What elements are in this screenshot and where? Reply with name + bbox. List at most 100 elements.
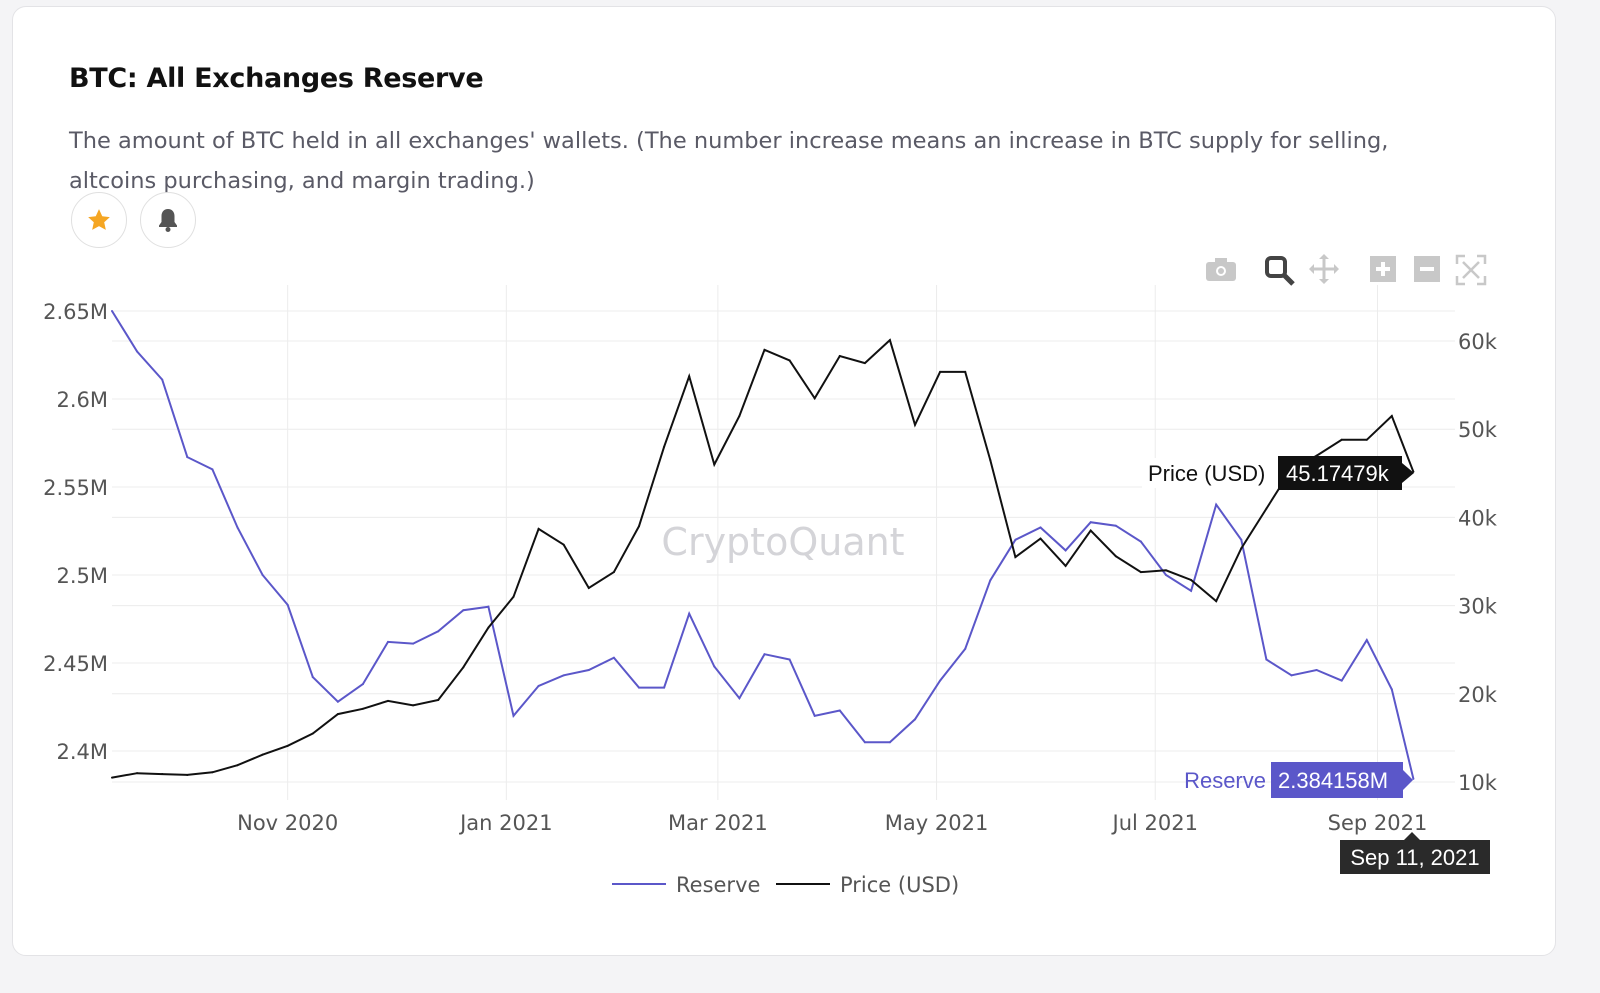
reserve-point (788, 658, 791, 661)
reserve-point (161, 378, 164, 381)
price-point (939, 370, 942, 373)
reserve-point (1190, 589, 1193, 592)
price-point (688, 375, 691, 378)
reserve-point (412, 642, 415, 645)
grid (112, 285, 1455, 800)
price-point (437, 698, 440, 701)
y-left-tick-label: 2.4M (56, 740, 108, 764)
date-hover-value: Sep 11, 2021 (1350, 845, 1479, 870)
y-right-tick-label: 20k (1458, 683, 1498, 707)
reserve-point (136, 350, 139, 353)
reserve-point (1114, 524, 1117, 527)
camera-icon[interactable] (1206, 258, 1236, 281)
zoom-icon[interactable] (1265, 256, 1295, 286)
price-point (562, 543, 565, 546)
price-hover-name: Price (USD) (1148, 461, 1265, 486)
reserve-point (1315, 669, 1318, 672)
y-left-tick-label: 2.55M (43, 476, 108, 500)
reserve-point (387, 640, 390, 643)
reserve-point (637, 686, 640, 689)
price-point (989, 459, 992, 462)
price-point (612, 571, 615, 574)
y-right-tick-label: 50k (1458, 418, 1498, 442)
x-tick-label: Jul 2021 (1111, 811, 1198, 835)
price-point (1190, 579, 1193, 582)
reserve-point (562, 674, 565, 677)
price-point (1014, 556, 1017, 559)
price-point (1089, 529, 1092, 532)
price-point (412, 704, 415, 707)
price-point (462, 666, 465, 669)
reserve-point (1365, 639, 1368, 642)
reserve-point (989, 579, 992, 582)
x-tick-label: Sep 2021 (1328, 811, 1428, 835)
price-point (1114, 555, 1117, 558)
reserve-hover-value: 2.384158M (1278, 768, 1388, 793)
legend-item-price[interactable]: Price (USD) (776, 873, 959, 897)
price-point (261, 753, 264, 756)
legend-label: Reserve (676, 873, 760, 897)
price-point (838, 354, 841, 357)
y-right-tick-label: 40k (1458, 506, 1498, 530)
price-point (813, 397, 816, 400)
reserve-point (1215, 503, 1218, 506)
x-tick-label: Mar 2021 (668, 811, 768, 835)
price-point (713, 463, 716, 466)
price-point (914, 423, 917, 426)
reserve-point (688, 612, 691, 615)
price-point (537, 527, 540, 530)
chart-description: The amount of BTC held in all exchanges'… (69, 128, 1389, 194)
reserve-point (914, 718, 917, 721)
price-point (1365, 438, 1368, 441)
reserve-point (863, 741, 866, 744)
price-point (863, 362, 866, 365)
reserve-point (512, 714, 515, 717)
price-point (161, 773, 164, 776)
reserve-point (487, 605, 490, 608)
price-point (211, 771, 214, 774)
star-icon (88, 209, 110, 230)
y-right-tick-label: 60k (1458, 330, 1498, 354)
price-point (738, 414, 741, 417)
reserve-point (361, 683, 364, 686)
price-point (361, 707, 364, 710)
reserve-point (1412, 777, 1415, 780)
y-left-tick-label: 2.5M (56, 564, 108, 588)
price-point (387, 699, 390, 702)
price-point (111, 776, 113, 779)
price-point (1064, 564, 1067, 567)
reserve-point (738, 697, 741, 700)
price-point (1340, 438, 1343, 441)
zoom-in-icon[interactable] (1370, 256, 1396, 282)
price-point (788, 359, 791, 362)
reserve-point (663, 686, 666, 689)
bell-icon (159, 209, 177, 232)
legend-item-reserve[interactable]: Reserve (612, 873, 760, 897)
reserve-point (236, 526, 239, 529)
alert-button[interactable] (140, 192, 196, 248)
pan-icon[interactable] (1309, 254, 1339, 284)
price-point (663, 445, 666, 448)
price-hover-value: 45.17479k (1286, 461, 1390, 486)
price-point (186, 773, 189, 776)
price-point (888, 339, 891, 342)
reserve-point (763, 653, 766, 656)
price-point (286, 744, 289, 747)
y-right-tick-label: 30k (1458, 595, 1498, 619)
zoom-out-icon[interactable] (1414, 256, 1440, 282)
reserve-point (336, 700, 339, 703)
favorite-button[interactable] (71, 192, 127, 248)
x-tick-label: Nov 2020 (237, 811, 338, 835)
reserve-point (1290, 674, 1293, 677)
autoscale-icon[interactable] (1455, 254, 1487, 286)
reserve-point (964, 647, 967, 650)
y-left-tick-label: 2.65M (43, 300, 108, 324)
reserve-point (1089, 521, 1092, 524)
x-tick-label: May 2021 (885, 811, 989, 835)
price-point (1215, 600, 1218, 603)
x-tick-label: Jan 2021 (458, 811, 553, 835)
price-point (136, 772, 139, 775)
price-point (1240, 547, 1243, 550)
price-point (487, 626, 490, 629)
